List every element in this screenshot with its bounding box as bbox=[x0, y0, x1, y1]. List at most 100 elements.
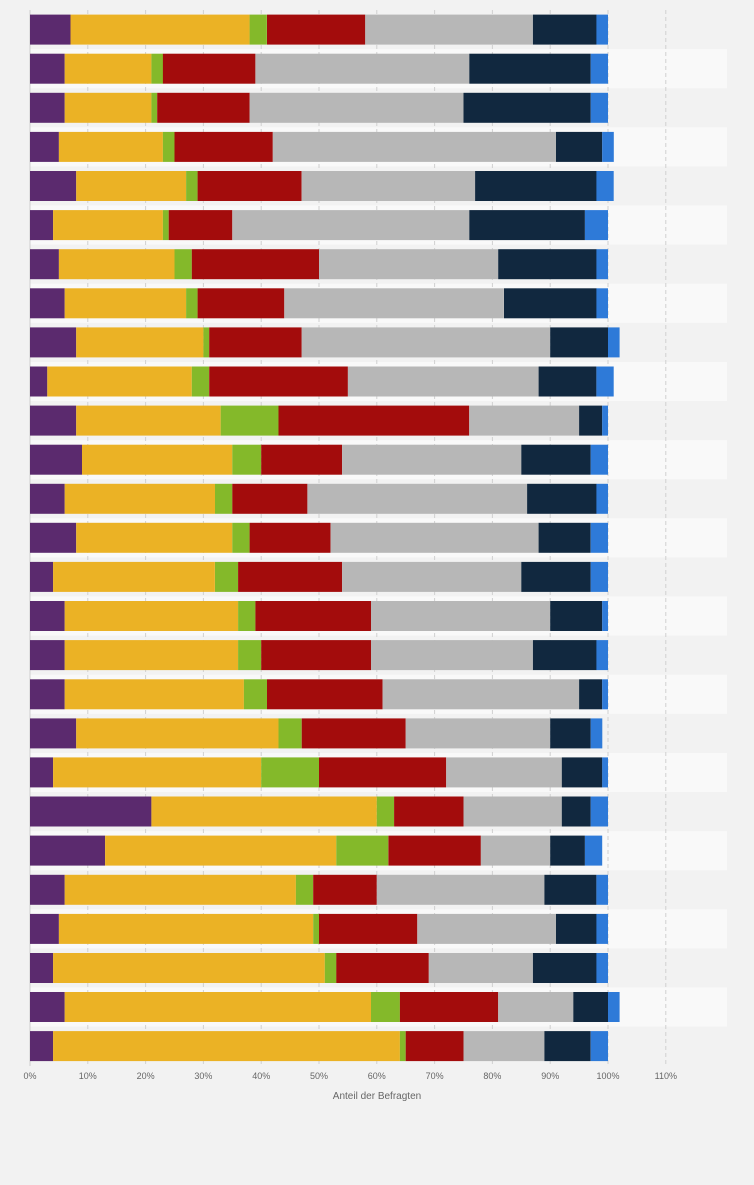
bar-segment-row4-series3 bbox=[162, 131, 175, 162]
x-tick-label: 40% bbox=[252, 1071, 270, 1081]
bar-segment-row25-series2 bbox=[53, 953, 325, 983]
bar-segment-row2-series1 bbox=[30, 53, 65, 84]
bar-segment-row11-series2 bbox=[76, 405, 221, 436]
x-tick-label: 110% bbox=[655, 1071, 677, 1081]
bar-segment-row13-series4 bbox=[232, 483, 308, 514]
bar-segment-row2-series3 bbox=[151, 53, 163, 84]
bar-segment-row5-series4 bbox=[197, 171, 302, 201]
bar-segment-row8-series7 bbox=[596, 288, 608, 319]
x-tick-label: 90% bbox=[541, 1071, 559, 1081]
bar-segment-row6-series7 bbox=[584, 210, 608, 241]
bar-segment-row6-series4 bbox=[168, 210, 233, 241]
bar-segment-row24-series1 bbox=[30, 913, 59, 944]
bar-segment-row4-series7 bbox=[602, 131, 614, 162]
bar-segment-row27-series1 bbox=[30, 1031, 54, 1062]
bar-segment-row25-series6 bbox=[532, 953, 597, 983]
bar-segment-row25-series4 bbox=[336, 953, 429, 983]
bar-segment-row9-series2 bbox=[76, 327, 204, 358]
bar-segment-row4-series5 bbox=[272, 131, 556, 162]
bar-segment-row21-series5 bbox=[463, 796, 562, 827]
bar-segment-row23-series3 bbox=[295, 874, 314, 905]
bar-segment-row24-series6 bbox=[556, 913, 597, 944]
bar-segment-row5-series3 bbox=[186, 171, 198, 201]
bar-segment-row6-series5 bbox=[232, 210, 470, 241]
bar-segment-row11-series4 bbox=[278, 405, 470, 436]
bar-segment-row9-series1 bbox=[30, 327, 77, 358]
bar-segment-row19-series3 bbox=[278, 718, 302, 749]
bar-segment-row18-series6 bbox=[579, 679, 603, 710]
bar-segment-row20-series1 bbox=[30, 757, 54, 788]
bar-segment-row24-series4 bbox=[319, 913, 418, 944]
bar-segment-row20-series6 bbox=[561, 757, 603, 788]
bar-segment-row27-series4 bbox=[405, 1031, 464, 1062]
bar-segment-row18-series7 bbox=[602, 679, 608, 710]
bar-segment-row5-series1 bbox=[30, 171, 77, 201]
bar-segment-row8-series6 bbox=[504, 288, 597, 319]
bar-segment-row12-series1 bbox=[30, 444, 82, 475]
bar-segment-row7-series2 bbox=[58, 249, 175, 280]
bar-segment-row20-series7 bbox=[602, 757, 608, 788]
bar-segment-row25-series1 bbox=[30, 953, 54, 983]
bar-segment-row8-series1 bbox=[30, 288, 65, 319]
bar-segment-row10-series6 bbox=[538, 366, 597, 397]
bar-segment-row24-series7 bbox=[596, 913, 608, 944]
bar-segment-row3-series7 bbox=[590, 92, 608, 123]
bar-segment-row19-series6 bbox=[550, 718, 591, 749]
bar-segment-row16-series2 bbox=[64, 601, 239, 631]
bar-segment-row9-series4 bbox=[209, 327, 302, 358]
bar-segment-row12-series6 bbox=[521, 444, 591, 475]
bar-segment-row7-series5 bbox=[319, 249, 499, 280]
bar-segment-row16-series3 bbox=[238, 601, 256, 631]
bar-segment-row11-series6 bbox=[579, 405, 603, 436]
bar-segment-row2-series4 bbox=[162, 53, 256, 84]
bar-segment-row1-series3 bbox=[249, 14, 267, 45]
bar-segment-row15-series5 bbox=[342, 561, 522, 592]
bar-segment-row14-series4 bbox=[249, 522, 331, 553]
bar-segment-row16-series1 bbox=[30, 601, 65, 631]
bar-segment-row24-series2 bbox=[58, 913, 314, 944]
bar-segment-row9-series6 bbox=[550, 327, 608, 358]
bar-segment-row3-series2 bbox=[64, 92, 152, 123]
bar-segment-row22-series7 bbox=[584, 835, 603, 866]
bar-segment-row23-series5 bbox=[376, 874, 545, 905]
bar-segment-row12-series5 bbox=[342, 444, 522, 475]
bar-segment-row25-series7 bbox=[596, 953, 608, 983]
bar-segment-row5-series6 bbox=[475, 171, 597, 201]
bar-segment-row11-series3 bbox=[220, 405, 279, 436]
bar-segment-row21-series2 bbox=[151, 796, 377, 827]
bar-segment-row13-series2 bbox=[64, 483, 215, 514]
bar-segment-row16-series4 bbox=[255, 601, 371, 631]
bar-segment-row6-series3 bbox=[162, 210, 169, 241]
bar-segment-row18-series1 bbox=[30, 679, 65, 710]
bar-segment-row21-series7 bbox=[590, 796, 608, 827]
bar-segment-row13-series7 bbox=[596, 483, 608, 514]
bar-segment-row14-series1 bbox=[30, 522, 77, 553]
x-tick-label: 100% bbox=[596, 1071, 619, 1081]
bar-segment-row22-series5 bbox=[480, 835, 551, 866]
bar-segment-row18-series5 bbox=[382, 679, 580, 710]
bar-segment-row23-series1 bbox=[30, 874, 65, 905]
bar-segment-row8-series5 bbox=[284, 288, 504, 319]
bar-segment-row14-series5 bbox=[330, 522, 539, 553]
bar-segment-row20-series5 bbox=[446, 757, 562, 788]
bar-segment-row22-series2 bbox=[105, 835, 337, 866]
bar-segment-row15-series4 bbox=[238, 561, 343, 592]
bar-segment-row3-series6 bbox=[463, 92, 591, 123]
bar-segment-row23-series2 bbox=[64, 874, 296, 905]
bar-segment-row27-series2 bbox=[53, 1031, 400, 1062]
bar-segment-row24-series3 bbox=[313, 913, 319, 944]
bar-segment-row19-series4 bbox=[301, 718, 406, 749]
bar-segment-row21-series3 bbox=[376, 796, 395, 827]
bar-segment-row14-series6 bbox=[538, 522, 591, 553]
x-tick-label: 20% bbox=[137, 1071, 155, 1081]
bar-segment-row6-series6 bbox=[469, 210, 585, 241]
bar-segment-row1-series6 bbox=[532, 14, 597, 45]
bar-segment-row3-series3 bbox=[151, 92, 158, 123]
bar-segment-row10-series5 bbox=[347, 366, 539, 397]
bar-segment-row4-series2 bbox=[58, 131, 163, 162]
bar-segment-row20-series3 bbox=[261, 757, 319, 788]
bar-segment-row18-series4 bbox=[267, 679, 383, 710]
bar-segment-row22-series4 bbox=[388, 835, 481, 866]
bar-segment-row9-series7 bbox=[608, 327, 620, 358]
bar-segment-row13-series3 bbox=[215, 483, 233, 514]
